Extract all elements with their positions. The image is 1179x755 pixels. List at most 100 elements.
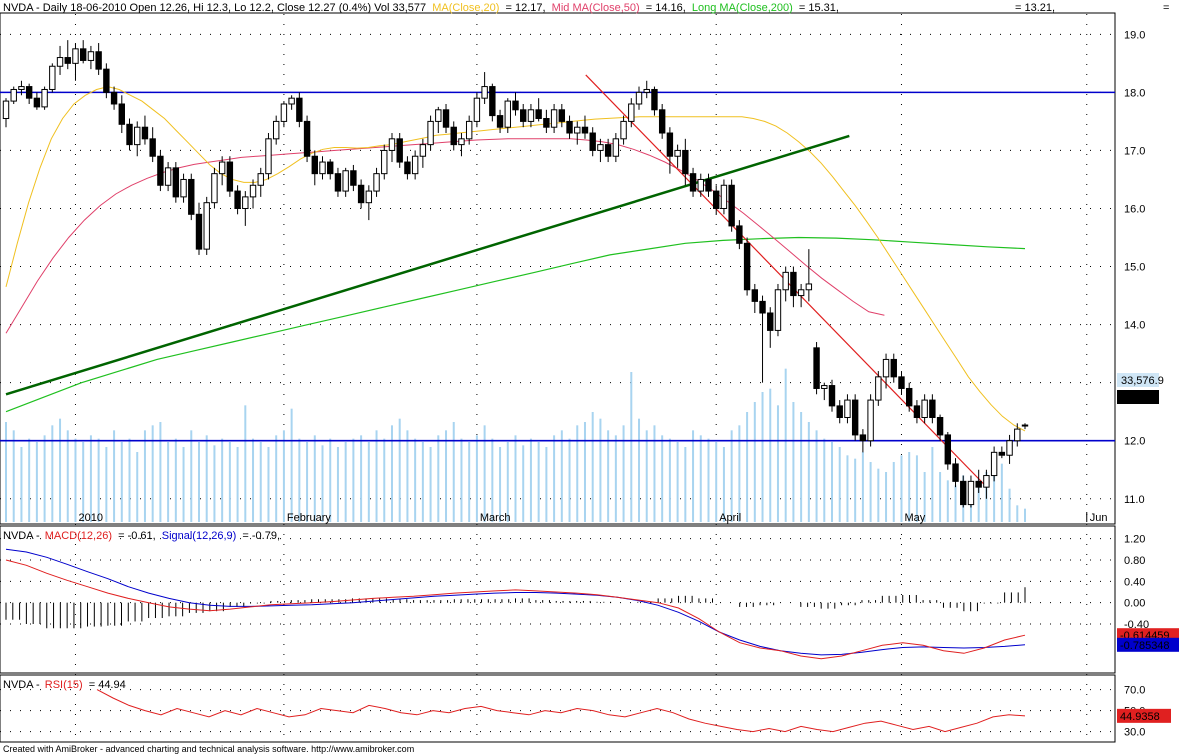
macd-lines	[5, 548, 1026, 660]
volume-bar	[1008, 488, 1011, 522]
candle-body	[921, 399, 928, 418]
candle-body	[280, 103, 288, 122]
volume-bar	[699, 435, 702, 522]
volume-bar	[228, 442, 231, 522]
candle-body	[890, 358, 897, 378]
volume-bar	[738, 425, 741, 522]
volume-bar	[784, 368, 787, 522]
candle-body	[651, 88, 658, 111]
volume-bar	[653, 425, 656, 522]
volume-bar	[244, 405, 247, 522]
candle-body	[960, 480, 967, 506]
macd-header: NVDA - MACD(12,26) = -0.61, Signal(12,26…	[3, 530, 280, 542]
candle-body	[975, 480, 982, 488]
candle-body	[141, 126, 149, 140]
candle-body	[458, 138, 465, 146]
candle-body	[813, 347, 820, 389]
volume-bar	[383, 438, 386, 522]
axis-labels: 19.018.017.016.015.014.013.012.011.02010…	[78, 29, 1179, 739]
macd-tick-label: 0.80	[1124, 555, 1145, 567]
candle-body	[381, 149, 388, 175]
volume-bar	[553, 435, 556, 522]
price-tick-label: 11.0	[1124, 494, 1145, 506]
volume-bar	[298, 438, 301, 522]
volume-bar	[151, 425, 154, 522]
volume-bar	[360, 435, 363, 522]
volume-bar	[259, 442, 262, 522]
extra-value-2: =	[1163, 2, 1169, 14]
signal-last-label-bg	[1117, 637, 1179, 652]
volume-bar	[82, 442, 85, 522]
candle-body	[713, 190, 720, 209]
volume-bar	[900, 455, 903, 522]
volume-bar	[923, 472, 926, 522]
candle-body	[566, 120, 573, 134]
volume-bar	[630, 372, 633, 522]
candle-body	[628, 103, 635, 122]
candle-body	[303, 120, 311, 157]
volume-bar	[576, 425, 579, 522]
candle-body	[550, 109, 558, 128]
candle-body	[311, 155, 318, 175]
ma50-line	[5, 138, 885, 334]
volume-bar	[12, 430, 15, 522]
candle-body	[913, 405, 921, 418]
volume-bar	[267, 447, 270, 522]
volume-bar	[908, 452, 911, 522]
candle-body	[543, 118, 550, 128]
candle-body	[790, 271, 797, 297]
volume-bar	[321, 445, 324, 522]
candle-body	[64, 57, 71, 64]
volume-bar	[51, 425, 54, 522]
candle-body	[419, 144, 427, 157]
candle-body	[635, 91, 643, 105]
candle-body	[998, 451, 1006, 456]
extra-value: = 13.21,	[1015, 2, 1055, 14]
volume-bar	[421, 442, 424, 522]
x-tick-label: March	[480, 512, 511, 524]
candle-body	[49, 65, 56, 90]
last-close-label-text: 12.27	[1121, 392, 1149, 404]
ma20-line	[5, 86, 1026, 432]
candle-body	[504, 100, 511, 128]
volume-bar	[5, 422, 7, 522]
footer-credit: Created with AmiBroker - advanced charti…	[3, 744, 414, 754]
candle-body	[172, 167, 180, 198]
candle-body	[334, 173, 342, 192]
volume-bar	[977, 478, 980, 522]
volume-bar	[746, 412, 749, 522]
volume-bar	[329, 438, 332, 522]
candle-body	[110, 91, 118, 105]
signal-last-label-text: -0.785348	[1120, 640, 1170, 652]
volume-bar	[831, 442, 834, 522]
price-tick-label: 14.0	[1124, 320, 1145, 332]
horizontal-lines	[0, 91, 1115, 442]
volume-bar	[352, 438, 355, 522]
candle-body	[990, 451, 998, 477]
candle-body	[674, 149, 681, 157]
volume-bar	[406, 430, 409, 522]
volume-bar	[761, 392, 764, 522]
volume-bar	[460, 438, 463, 522]
candle-body	[836, 405, 843, 418]
candle-body	[288, 97, 295, 105]
volume-bar	[1000, 463, 1003, 522]
volume-bar	[306, 442, 309, 522]
candle-body	[821, 385, 828, 389]
candle-body	[489, 86, 496, 117]
candle-body	[257, 173, 264, 186]
candle-body	[936, 416, 944, 436]
candle-body	[658, 109, 666, 134]
rsi-header: NVDA - RSI(15) = 44.94	[3, 679, 126, 691]
candle-body	[203, 202, 210, 250]
volume-bar	[313, 435, 316, 522]
volume-bar	[66, 430, 69, 522]
candle-body	[134, 126, 141, 146]
volume-bar	[167, 442, 170, 522]
volume-bar	[931, 447, 934, 522]
volume-bar	[475, 435, 478, 522]
candle-body	[666, 132, 674, 157]
volume-bar	[823, 438, 826, 522]
candle-body	[581, 126, 589, 134]
volume-bar	[221, 438, 224, 522]
